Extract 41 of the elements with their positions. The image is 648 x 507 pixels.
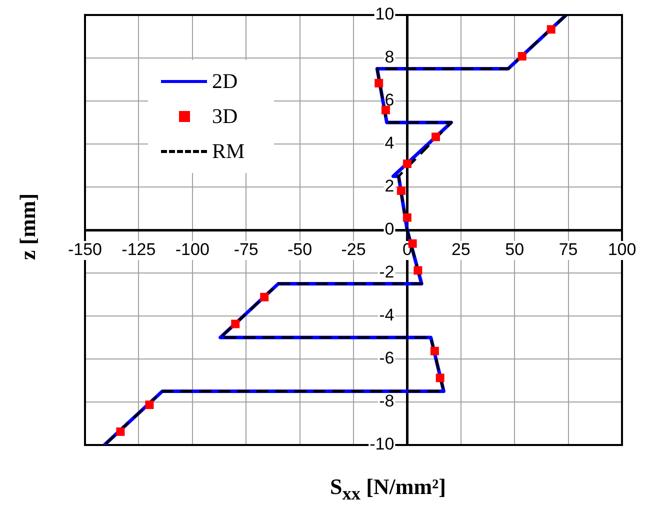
x-tick-label: -50 — [288, 240, 312, 260]
point — [402, 160, 412, 168]
y-tick-label: -2 — [379, 262, 394, 282]
x-tick-label: -25 — [341, 240, 366, 260]
point — [116, 427, 125, 436]
y-tick-label: -6 — [379, 348, 394, 368]
point — [396, 186, 406, 195]
y-tick-label: 10 — [375, 4, 394, 24]
point — [436, 374, 444, 382]
y-axis-title: z [mm] — [15, 193, 41, 260]
point — [260, 292, 269, 302]
point — [145, 400, 154, 410]
point — [546, 25, 556, 34]
x-tick-label: -100 — [175, 240, 210, 260]
point — [430, 346, 439, 356]
y-tick-label: -4 — [379, 306, 394, 325]
y-tick-label: -8 — [379, 392, 394, 411]
x-tick-label: 25 — [451, 240, 470, 260]
x-tick-label: 75 — [558, 240, 578, 260]
point — [414, 266, 422, 275]
point — [432, 132, 440, 142]
y-tick-label: 6 — [384, 90, 394, 110]
point — [402, 213, 412, 222]
y-tick-label: -10 — [370, 434, 394, 454]
point — [518, 52, 526, 61]
legend-label: RM — [212, 139, 245, 164]
y-tick-label: 2 — [384, 176, 394, 196]
point — [231, 320, 240, 328]
x-axis-title: S$_{xx}$ [N/mm²] — [330, 474, 446, 504]
point — [381, 106, 390, 114]
x-tick-label: -150 — [68, 240, 102, 260]
legend-label: 3D — [212, 104, 238, 129]
y-tick-label: 0 — [384, 220, 394, 239]
x-tick-label: -75 — [234, 240, 258, 260]
point — [374, 78, 384, 88]
x-tick-label: -125 — [122, 240, 156, 260]
legend-label: 2D — [212, 69, 238, 94]
y-tick-label: 8 — [384, 48, 394, 67]
x-tick-label: 100 — [608, 240, 636, 260]
x-tick-label: 50 — [505, 240, 524, 260]
y-tick-label: 4 — [384, 134, 394, 153]
